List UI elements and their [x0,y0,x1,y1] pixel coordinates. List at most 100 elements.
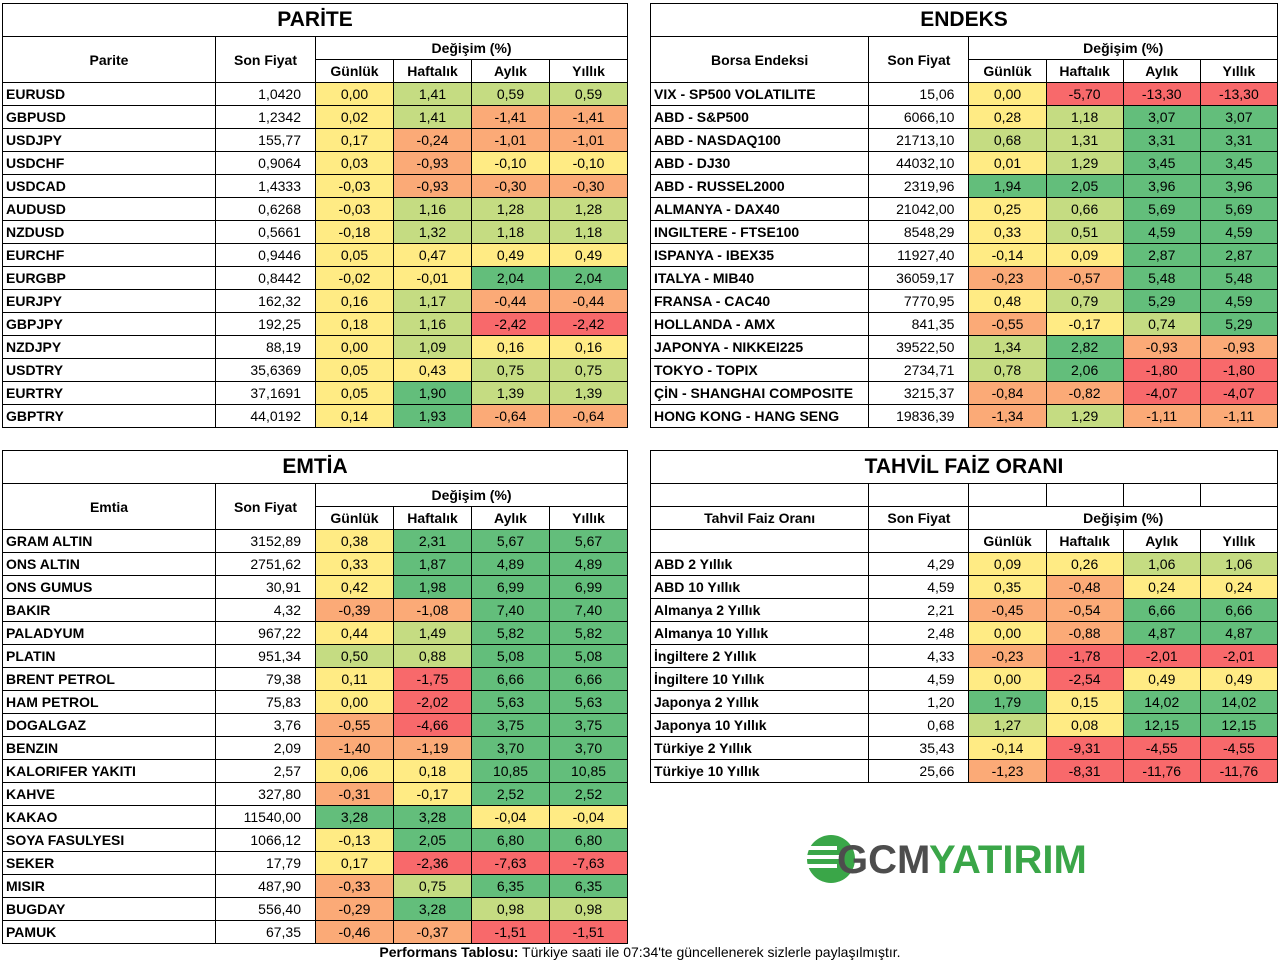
weekly-change: -0,93 [393,151,472,175]
weekly-change: -1,78 [1045,644,1124,668]
table-row: ABD - S&P500 6066,10 0,28 1,18 3,07 3,07 [649,105,1279,129]
weekly-change: 1,29 [1045,151,1124,175]
monthly-change: -0,93 [1122,335,1201,359]
yearly-change: 5,48 [1199,266,1279,290]
daily-change: 0,00 [315,690,394,714]
table-row: EURJPY 162,32 0,16 1,17 -0,44 -0,44 [2,289,629,313]
weekly-change: -0,93 [393,174,472,198]
table-row: EURUSD 1,0420 0,00 1,41 0,59 0,59 [2,82,629,106]
row-price: 1,4333 [215,174,316,198]
row-price: 4,29 [868,552,970,576]
table-row: USDCAD 1,4333 -0,03 -0,93 -0,30 -0,30 [2,174,629,198]
monthly-change: 4,89 [471,552,550,576]
monthly-change: 5,69 [1122,197,1201,221]
monthly-change: -0,10 [471,151,550,175]
table-row: BENZIN 2,09 -1,40 -1,19 3,70 3,70 [2,736,629,760]
weekly-change: -0,37 [393,920,472,944]
weekly-change: -0,17 [1045,312,1124,336]
row-name: EURJPY [2,289,216,313]
row-price: 19836,39 [868,404,970,428]
yearly-change: 4,59 [1199,289,1279,313]
row-name: MISIR [2,874,216,898]
row-name: Almanya 10 Yıllık [649,621,870,645]
logo-text-left: GCM [837,838,930,882]
row-name: USDCAD [2,174,216,198]
change-header: Değişim (%) [968,506,1278,530]
table-row: ABD 10 Yıllık 4,59 0,35 -0,48 0,24 0,24 [649,575,1279,599]
monthly-change: 0,49 [471,243,550,267]
table-row: EURCHF 0,9446 0,05 0,47 0,49 0,49 [2,243,629,267]
row-price: 2319,96 [868,174,970,198]
weekly-change: 1,16 [393,312,472,336]
yearly-change: -4,55 [1199,736,1279,760]
weekly-change: 2,82 [1045,335,1124,359]
weekly-change: 0,09 [1045,243,1124,267]
weekly-change: 2,31 [393,529,472,553]
daily-change: 0,25 [968,197,1047,221]
row-name: FRANSA - CAC40 [649,289,870,313]
monthly-change: -2,42 [471,312,550,336]
daily-change: -0,03 [315,197,394,221]
daily-change: 0,17 [315,128,394,152]
daily-change: -0,03 [315,174,394,198]
yearly-change: 0,59 [548,82,629,106]
row-name: AUDUSD [2,197,216,221]
daily-change: -0,84 [968,381,1047,405]
table-row: HONG KONG - HANG SENG 19836,39 -1,34 1,29 -1… [649,404,1279,428]
monthly-change: 0,49 [1122,667,1201,691]
weekly-change: 1,32 [393,220,472,244]
yearly-change: 2,87 [1199,243,1279,267]
row-name: ÇİN - SHANGHAI COMPOSITE [649,381,870,405]
row-name: EURUSD [2,82,216,106]
row-price: 44,0192 [215,404,316,428]
row-name: BUGDAY [2,897,216,921]
daily-change: -0,55 [315,713,394,737]
yearly-change: 14,02 [1199,690,1279,714]
monthly-change: 5,82 [471,621,550,645]
name-header: Tahvil Faiz Oranı [649,506,870,530]
row-name: TOKYO - TOPIX [649,358,870,382]
price-header: Son Fiyat [868,506,970,530]
weekly-change: -0,01 [393,266,472,290]
monthly-change: 14,02 [1122,690,1201,714]
period-header: Aylık [1122,529,1201,553]
row-price: 1,2342 [215,105,316,129]
row-price: 2,09 [215,736,316,760]
table-row: KAHVE 327,80 -0,31 -0,17 2,52 2,52 [2,782,629,806]
row-name: BRENT PETROL [2,667,216,691]
daily-change: 0,00 [968,667,1047,691]
row-name: ABD - DJ30 [649,151,870,175]
logo-text-right: YATIRIM [929,838,1087,882]
monthly-change: 2,04 [471,266,550,290]
logo-globe-icon: GCM YATIRIM [797,835,1087,883]
monthly-change: -1,80 [1122,358,1201,382]
footer-text: Türkiye saati ile 07:34'te güncellenerek… [518,944,901,960]
period-header: Haftalık [393,59,472,83]
row-name: ABD - RUSSEL2000 [649,174,870,198]
row-name: KAHVE [2,782,216,806]
table-row: ITALYA - MIB40 36059,17 -0,23 -0,57 5,48 5,48 [649,266,1279,290]
row-name: NZDJPY [2,335,216,359]
monthly-change: 10,85 [471,759,550,783]
table-row: USDJPY 155,77 0,17 -0,24 -1,01 -1,01 [2,128,629,152]
row-price: 2,21 [868,598,970,622]
weekly-change: 1,41 [393,82,472,106]
row-name: USDTRY [2,358,216,382]
table-row: TOKYO - TOPIX 2734,71 0,78 2,06 -1,80 -1,80 [649,358,1279,382]
weekly-change: 1,29 [1045,404,1124,428]
row-name: EURGBP [2,266,216,290]
row-price: 487,90 [215,874,316,898]
row-name: ONS GUMUS [2,575,216,599]
monthly-change: 6,35 [471,874,550,898]
monthly-change: -1,01 [471,128,550,152]
weekly-change: 1,49 [393,621,472,645]
daily-change: 0,17 [315,851,394,875]
yearly-change: 3,45 [1199,151,1279,175]
gcm-yatirim-logo: GCM YATIRIM [797,826,1127,892]
period-header: Aylık [471,506,550,530]
row-name: ABD 2 Yıllık [649,552,870,576]
row-price: 0,9064 [215,151,316,175]
yearly-change: 4,87 [1199,621,1279,645]
row-name: USDJPY [2,128,216,152]
row-name: İngiltere 10 Yıllık [649,667,870,691]
